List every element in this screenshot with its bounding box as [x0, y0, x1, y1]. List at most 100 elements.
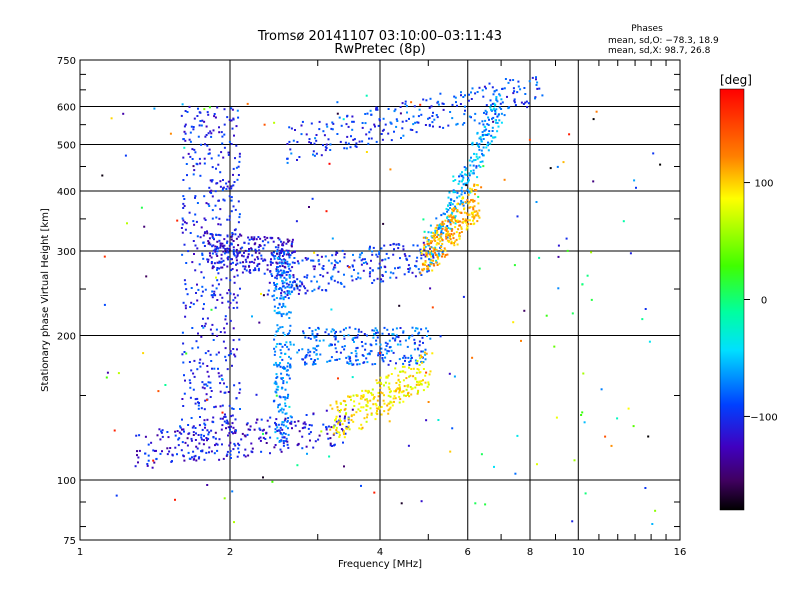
data-point: [292, 139, 295, 142]
data-point: [424, 260, 427, 263]
data-point: [446, 225, 449, 227]
data-point: [231, 490, 234, 493]
data-point: [275, 330, 278, 333]
data-point: [492, 116, 495, 119]
data-point: [279, 432, 282, 435]
data-point: [217, 233, 220, 236]
data-point: [221, 266, 224, 269]
data-point: [216, 255, 219, 257]
data-point: [417, 268, 420, 271]
data-point: [205, 451, 208, 454]
data-point: [316, 357, 319, 360]
data-point: [190, 301, 193, 304]
data-point: [228, 404, 231, 407]
data-point: [220, 278, 223, 281]
data-point: [536, 463, 538, 466]
data-point: [466, 214, 469, 216]
data-point: [458, 237, 461, 240]
data-point: [398, 395, 401, 398]
data-point: [267, 241, 270, 244]
data-point: [333, 329, 335, 332]
data-point: [210, 233, 213, 236]
data-point: [199, 236, 202, 239]
data-point: [208, 237, 211, 240]
data-point: [207, 437, 210, 440]
data-point: [336, 101, 339, 104]
data-point: [452, 242, 454, 245]
data-point: [269, 263, 272, 266]
data-point: [467, 180, 470, 183]
data-point: [419, 103, 422, 106]
data-point: [480, 453, 483, 456]
data-point: [355, 355, 358, 358]
data-point: [220, 260, 223, 263]
data-point: [223, 123, 226, 126]
data-point: [181, 217, 184, 220]
data-point: [416, 347, 419, 350]
data-point: [430, 261, 433, 264]
data-point: [246, 102, 249, 105]
data-point: [308, 432, 311, 435]
data-point: [302, 332, 305, 335]
colorbar-label: [deg]: [720, 73, 752, 87]
x-axis-label: Frequency [MHz]: [338, 559, 422, 570]
data-point: [231, 268, 234, 270]
data-point: [226, 265, 229, 268]
data-point: [242, 261, 244, 264]
data-point: [430, 253, 433, 255]
data-point: [203, 419, 206, 422]
data-point: [223, 331, 226, 334]
data-point: [206, 230, 208, 233]
data-point: [276, 385, 279, 388]
data-point: [281, 282, 284, 285]
data-point: [420, 250, 423, 253]
data-point: [344, 415, 346, 418]
data-point: [219, 180, 222, 183]
data-point: [229, 453, 232, 456]
data-point: [278, 311, 281, 314]
data-point: [427, 251, 430, 254]
data-point: [205, 202, 208, 205]
data-point: [235, 166, 238, 169]
data-point: [281, 248, 284, 251]
data-point: [494, 136, 497, 139]
data-point: [233, 281, 236, 284]
data-point: [404, 103, 407, 106]
data-point: [445, 227, 448, 230]
data-point: [203, 458, 206, 461]
data-point: [535, 78, 537, 81]
data-point: [361, 389, 364, 392]
data-point: [465, 212, 468, 215]
data-point: [648, 340, 651, 343]
data-point: [278, 238, 281, 241]
data-point: [286, 161, 289, 164]
data-point: [362, 406, 365, 409]
data-point: [281, 436, 284, 439]
data-point: [409, 128, 412, 131]
data-point: [485, 113, 488, 116]
data-point: [333, 264, 336, 267]
data-point: [346, 362, 349, 364]
data-point: [282, 262, 285, 265]
data-point: [436, 231, 439, 234]
data-point: [373, 333, 376, 335]
data-point: [448, 372, 451, 375]
data-point: [274, 431, 277, 434]
data-point: [456, 104, 458, 107]
data-point: [210, 262, 213, 265]
data-point: [386, 342, 389, 345]
data-point: [433, 233, 436, 236]
data-point: [282, 408, 285, 411]
data-point: [427, 401, 430, 403]
data-point: [276, 273, 279, 276]
data-point: [283, 253, 286, 256]
data-point: [385, 345, 388, 347]
data-point: [312, 347, 315, 350]
data-point: [500, 121, 503, 124]
data-point: [210, 189, 213, 192]
data-point: [459, 220, 462, 223]
data-point: [191, 347, 194, 350]
data-point: [194, 454, 197, 457]
data-point: [474, 502, 477, 505]
data-point: [206, 317, 209, 320]
